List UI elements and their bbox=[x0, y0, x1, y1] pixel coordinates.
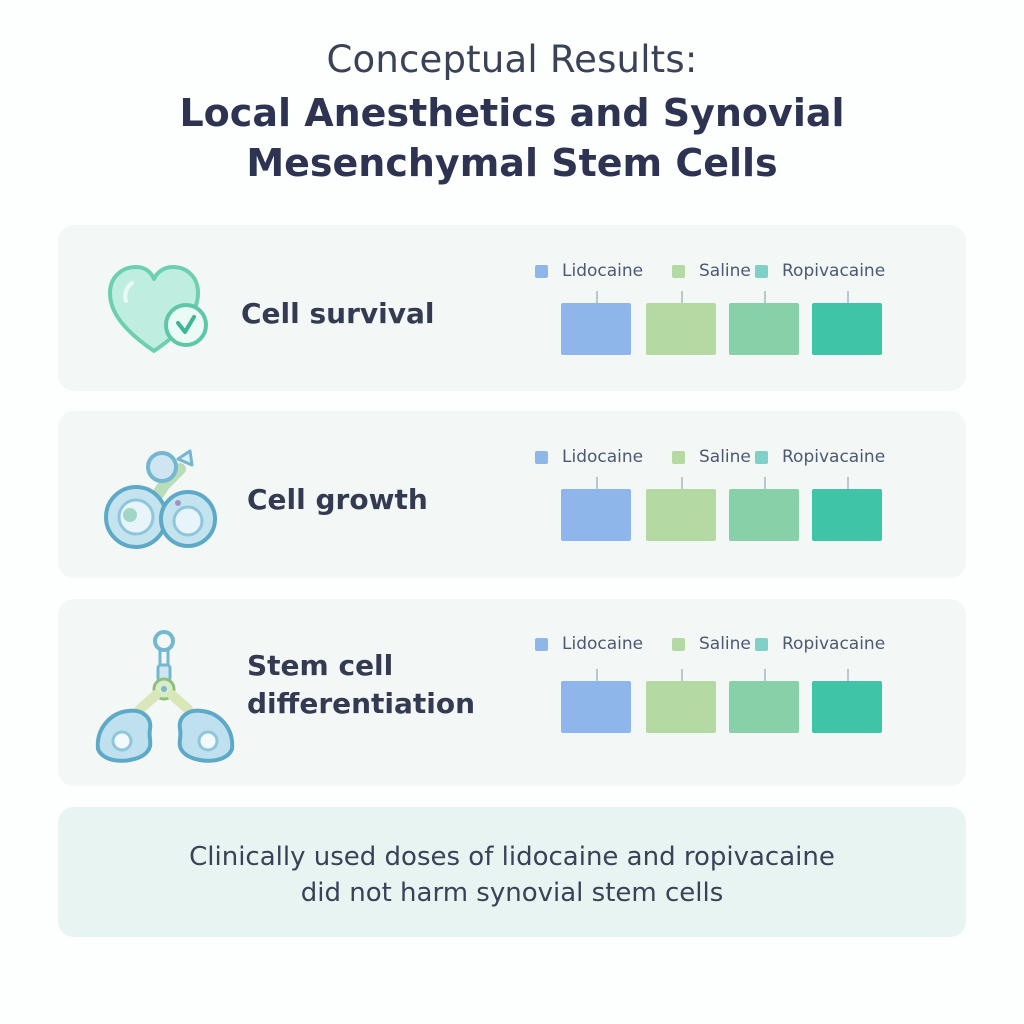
row-label-line-1: Stem cell bbox=[247, 649, 394, 682]
legend-label: Saline bbox=[699, 634, 751, 654]
legend-swatch bbox=[755, 265, 768, 278]
legend-swatch bbox=[535, 451, 548, 464]
legend-label: Lidocaine bbox=[562, 261, 644, 281]
bar-1 bbox=[561, 291, 633, 357]
summary-line-2: did not harm synovial stem cells bbox=[300, 878, 724, 908]
bar-group bbox=[561, 477, 884, 543]
title-line-2: Mesenchymal Stem Cells bbox=[246, 141, 778, 185]
branching-cells-icon bbox=[90, 629, 240, 773]
legend-label: Ropivacaine bbox=[782, 447, 886, 467]
bar-4 bbox=[812, 669, 884, 735]
summary-text: Clinically used doses of lidocaine and r… bbox=[58, 839, 966, 911]
legend-label: Saline bbox=[699, 261, 751, 281]
legend-swatch bbox=[755, 638, 768, 651]
summary-panel: Clinically used doses of lidocaine and r… bbox=[58, 807, 966, 937]
row-label-stem-cell-differentiation: Stem cell differentiation bbox=[247, 647, 507, 723]
legend-label: Lidocaine bbox=[562, 447, 644, 467]
bar-2 bbox=[646, 477, 718, 543]
bar-3 bbox=[729, 291, 801, 357]
legend-swatch bbox=[672, 265, 685, 278]
bar-group bbox=[561, 669, 884, 735]
legend-swatch bbox=[535, 265, 548, 278]
page-subtitle: Conceptual Results: bbox=[326, 38, 698, 81]
heart-check-icon bbox=[102, 259, 212, 363]
title-line-1: Local Anesthetics and Synovial bbox=[179, 91, 845, 135]
page-title: Local Anesthetics and Synovial Mesenchym… bbox=[0, 88, 1024, 188]
header: Conceptual Results: Local Anesthetics an… bbox=[0, 36, 1024, 188]
dividing-cells-icon bbox=[100, 445, 225, 554]
legend-label: Ropivacaine bbox=[782, 634, 886, 654]
legend-swatch bbox=[672, 638, 685, 651]
bar-1 bbox=[561, 669, 633, 735]
bar-group bbox=[561, 291, 884, 357]
bar-4 bbox=[812, 477, 884, 543]
summary-line-1: Clinically used doses of lidocaine and r… bbox=[189, 842, 835, 872]
result-panel-cell-growth: Cell growth Lidocaine Saline Ropivacaine bbox=[58, 411, 966, 578]
row-label-line-2: differentiation bbox=[247, 687, 476, 720]
row-label-cell-growth: Cell growth bbox=[247, 483, 428, 516]
legend-label: Saline bbox=[699, 447, 751, 467]
bar-3 bbox=[729, 477, 801, 543]
bar-2 bbox=[646, 669, 718, 735]
legend-label: Lidocaine bbox=[562, 634, 644, 654]
legend-swatch bbox=[535, 638, 548, 651]
bar-1 bbox=[561, 477, 633, 543]
legend-swatch bbox=[755, 451, 768, 464]
bar-2 bbox=[646, 291, 718, 357]
result-panel-cell-survival: Cell survival Lidocaine Saline Ropivacai… bbox=[58, 225, 966, 391]
row-label-cell-survival: Cell survival bbox=[241, 297, 435, 330]
legend-label: Ropivacaine bbox=[782, 261, 886, 281]
bar-3 bbox=[729, 669, 801, 735]
legend-swatch bbox=[672, 451, 685, 464]
result-panel-stem-cell-differentiation: Stem cell differentiation Lidocaine Sali… bbox=[58, 599, 966, 786]
bar-4 bbox=[812, 291, 884, 357]
